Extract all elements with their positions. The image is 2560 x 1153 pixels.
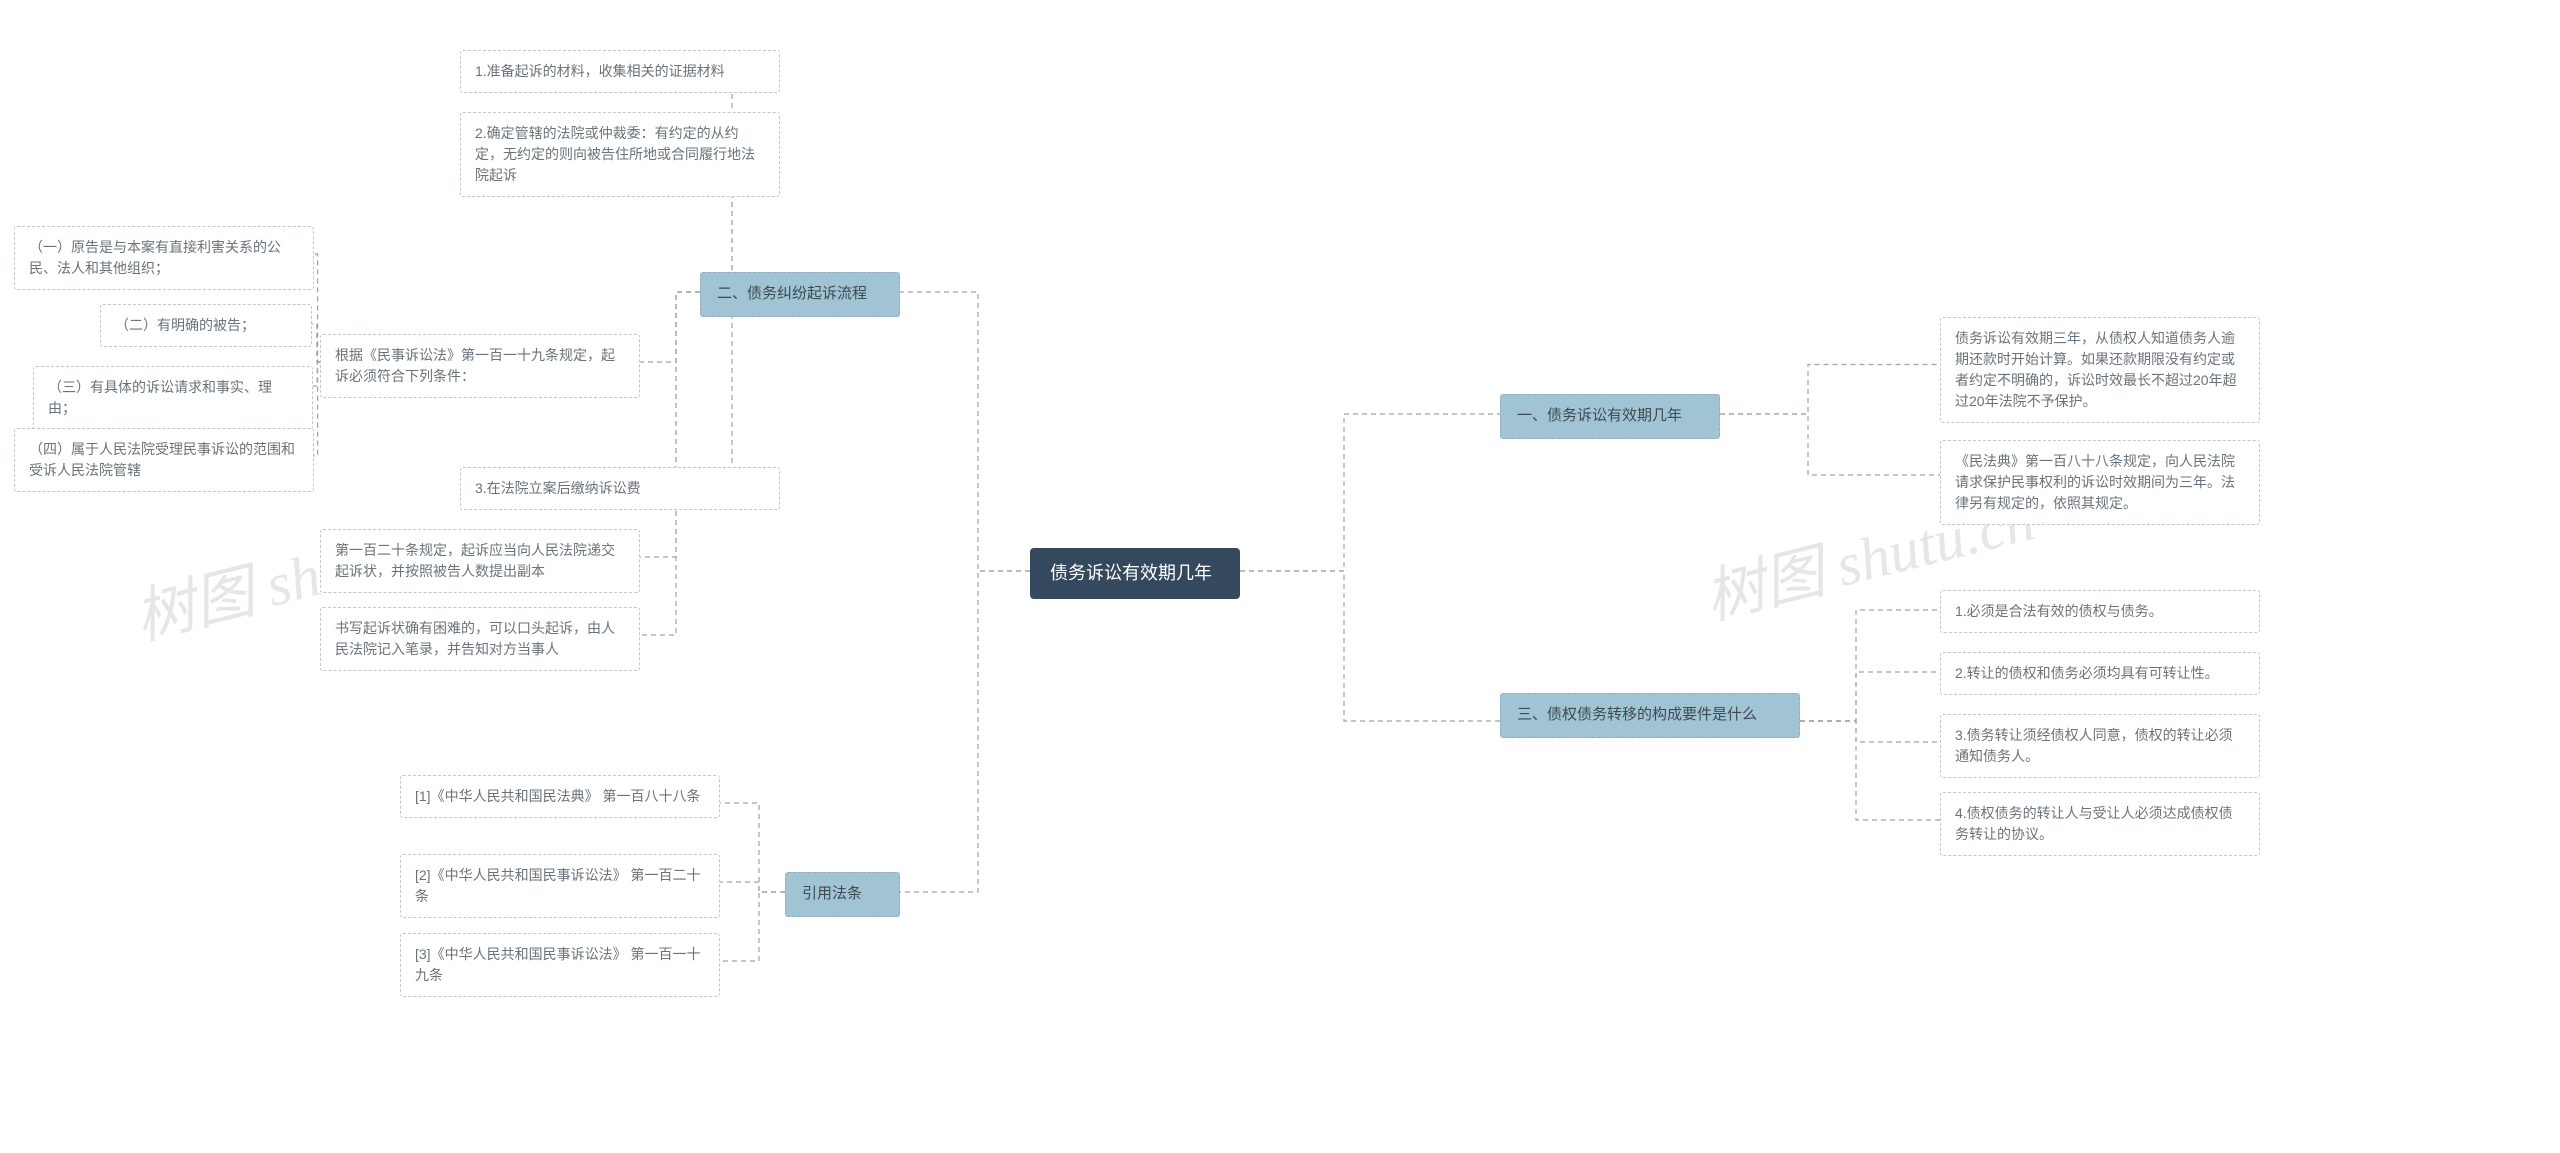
leaf-node: [3]《中华人民共和国民事诉讼法》 第一百一十九条 <box>400 933 720 997</box>
leaf-node: 3.在法院立案后缴纳诉讼费 <box>460 467 780 510</box>
leaf-node: 4.债权债务的转让人与受让人必须达成债权债务转让的协议。 <box>1940 792 2260 856</box>
leaf-node: （二）有明确的被告； <box>100 304 312 347</box>
leaf-node: （三）有具体的诉讼请求和事实、理由； <box>33 366 313 430</box>
branch-node: 一、债务诉讼有效期几年 <box>1500 394 1720 439</box>
leaf-node: 书写起诉状确有困难的，可以口头起诉，由人民法院记入笔录，并告知对方当事人 <box>320 607 640 671</box>
leaf-node: 2.转让的债权和债务必须均具有可转让性。 <box>1940 652 2260 695</box>
leaf-node: 根据《民事诉讼法》第一百一十九条规定，起诉必须符合下列条件： <box>320 334 640 398</box>
leaf-node: 《民法典》第一百八十八条规定，向人民法院请求保护民事权利的诉讼时效期间为三年。法… <box>1940 440 2260 525</box>
leaf-node: 第一百二十条规定，起诉应当向人民法院递交起诉状，并按照被告人数提出副本 <box>320 529 640 593</box>
leaf-node: 1.准备起诉的材料，收集相关的证据材料 <box>460 50 780 93</box>
branch-node: 三、债权债务转移的构成要件是什么 <box>1500 693 1800 738</box>
leaf-node: [1]《中华人民共和国民法典》 第一百八十八条 <box>400 775 720 818</box>
branch-node: 二、债务纠纷起诉流程 <box>700 272 900 317</box>
leaf-node: 1.必须是合法有效的债权与债务。 <box>1940 590 2260 633</box>
mindmap-root: 债务诉讼有效期几年 <box>1030 548 1240 599</box>
leaf-node: 债务诉讼有效期三年，从债权人知道债务人逾期还款时开始计算。如果还款期限没有约定或… <box>1940 317 2260 423</box>
leaf-node: 3.债务转让须经债权人同意，债权的转让必须通知债务人。 <box>1940 714 2260 778</box>
leaf-node: （四）属于人民法院受理民事诉讼的范围和受诉人民法院管辖 <box>14 428 314 492</box>
leaf-node: [2]《中华人民共和国民事诉讼法》 第一百二十条 <box>400 854 720 918</box>
branch-node: 引用法条 <box>785 872 900 917</box>
leaf-node: （一）原告是与本案有直接利害关系的公民、法人和其他组织； <box>14 226 314 290</box>
leaf-node: 2.确定管辖的法院或仲裁委：有约定的从约定，无约定的则向被告住所地或合同履行地法… <box>460 112 780 197</box>
